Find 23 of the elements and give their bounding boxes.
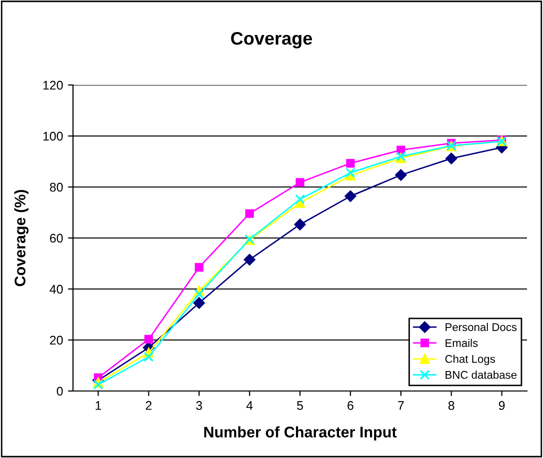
- legend-label: Personal Docs: [446, 322, 517, 332]
- x-tick-label: 4: [246, 401, 253, 410]
- x-tick-label: 8: [448, 401, 454, 410]
- y-tick-label: 0: [56, 386, 63, 396]
- y-tick-label: 80: [50, 182, 63, 192]
- y-tick-label: 100: [43, 132, 63, 141]
- x-tick-label: 3: [196, 401, 202, 410]
- x-tick-label: 5: [297, 401, 303, 410]
- y-axis-title: Coverage (%): [14, 190, 29, 286]
- legend-label: Emails: [446, 338, 478, 347]
- x-tick-label: 9: [498, 401, 505, 410]
- chart-title: Coverage: [231, 32, 312, 48]
- x-tick-label: 1: [96, 401, 102, 410]
- x-tick-label: 2: [146, 401, 152, 410]
- x-tick-label: 7: [398, 401, 404, 410]
- y-tick-label: 120: [43, 80, 63, 90]
- legend-label: BNC database: [446, 370, 517, 379]
- legend-label: Chat Logs: [445, 354, 495, 366]
- y-tick-label: 40: [50, 284, 63, 294]
- y-tick-label: 60: [50, 234, 63, 243]
- x-tick-label: 6: [348, 401, 354, 410]
- y-tick-label: 20: [50, 336, 63, 345]
- x-axis-title: Number of Character Input: [204, 426, 397, 441]
